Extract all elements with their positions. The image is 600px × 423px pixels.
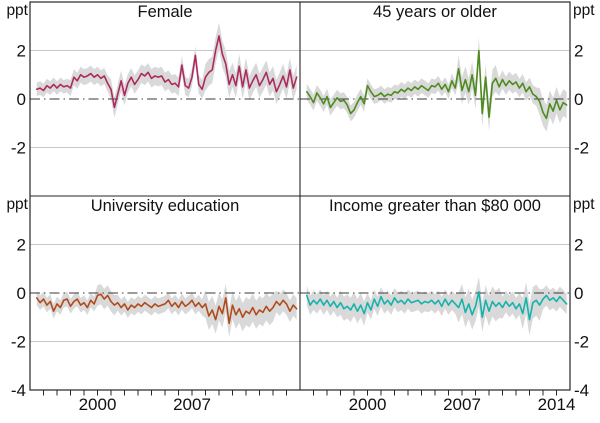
y-label-left-bottom--2: -2 <box>11 333 26 352</box>
y-label-right-bottom--4: -4 <box>574 381 589 400</box>
x-label-2000: 2000 <box>79 395 117 414</box>
confidence-band-university-education <box>36 283 297 338</box>
y-label-left-bottom-0: 0 <box>17 284 26 303</box>
data-line-income-greater-than-80-000 <box>305 290 568 321</box>
y-label-left-top--2: -2 <box>11 139 26 158</box>
x-label-2000: 2000 <box>349 395 387 414</box>
y-label-right-top-2: 2 <box>574 42 583 61</box>
data-line-female <box>35 35 298 109</box>
x-label-2007: 2007 <box>443 395 481 414</box>
y-label-right-top--2: -2 <box>574 139 589 158</box>
y-label-right-bottom--2: -2 <box>574 333 589 352</box>
y-label-left-top-2: 2 <box>17 42 26 61</box>
y-label-left-top-0: 0 <box>17 90 26 109</box>
y-label-right-bottom-0: 0 <box>574 284 583 303</box>
y-label-right-bottom-2: 2 <box>574 236 583 255</box>
data-line-university-education <box>35 293 298 325</box>
x-label-2007: 2007 <box>173 395 211 414</box>
y-label-right-top-0: 0 <box>574 90 583 109</box>
y-label-left-bottom-2: 2 <box>17 236 26 255</box>
confidence-band-income-greater-than-80-000 <box>306 276 567 336</box>
confidence-band-female <box>36 22 297 118</box>
x-label-2014: 2014 <box>538 395 576 414</box>
y-label-left-bottom--4: -4 <box>11 381 26 400</box>
data-line-45-years-or-older <box>305 49 568 120</box>
